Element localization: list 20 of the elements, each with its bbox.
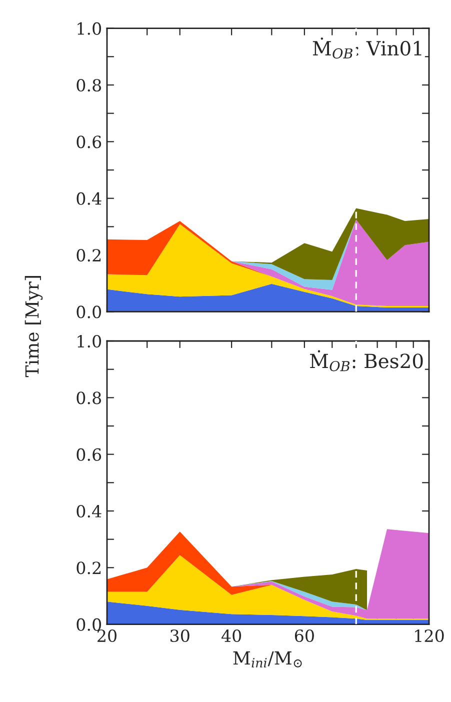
- x-tick-label: 30: [170, 629, 190, 642]
- y-tick-label: 0.0: [76, 306, 102, 318]
- x-tick-label: 40: [221, 629, 242, 642]
- x-tick-label: 20: [98, 629, 116, 642]
- x-tick-label: 60: [294, 629, 314, 642]
- x-tick-label: 120: [415, 629, 444, 642]
- x-axis-title: M$_{ini}$/M$_{⊙}$: [233, 651, 302, 668]
- y-tick-label: 0.6: [76, 136, 102, 148]
- y-tick-label: 1.0: [78, 334, 102, 348]
- y-tick-label: 0.4: [76, 192, 102, 205]
- y-tick-label: 0.8: [76, 392, 102, 404]
- y-tick-label: 0.0: [76, 618, 102, 631]
- y-axis-title: Time [Myr]: [24, 276, 43, 378]
- y-tick-label: 0.4: [76, 504, 102, 518]
- y-tick-label: 0.6: [76, 448, 102, 461]
- annotation: Ṁ$_{OB}$: Bes20: [310, 350, 423, 372]
- y-tick-label: 0.2: [76, 562, 101, 574]
- y-tick-label: 0.2: [76, 248, 101, 262]
- y-tick-label: 1.0: [78, 22, 102, 35]
- y-tick-label: 0.8: [76, 78, 102, 92]
